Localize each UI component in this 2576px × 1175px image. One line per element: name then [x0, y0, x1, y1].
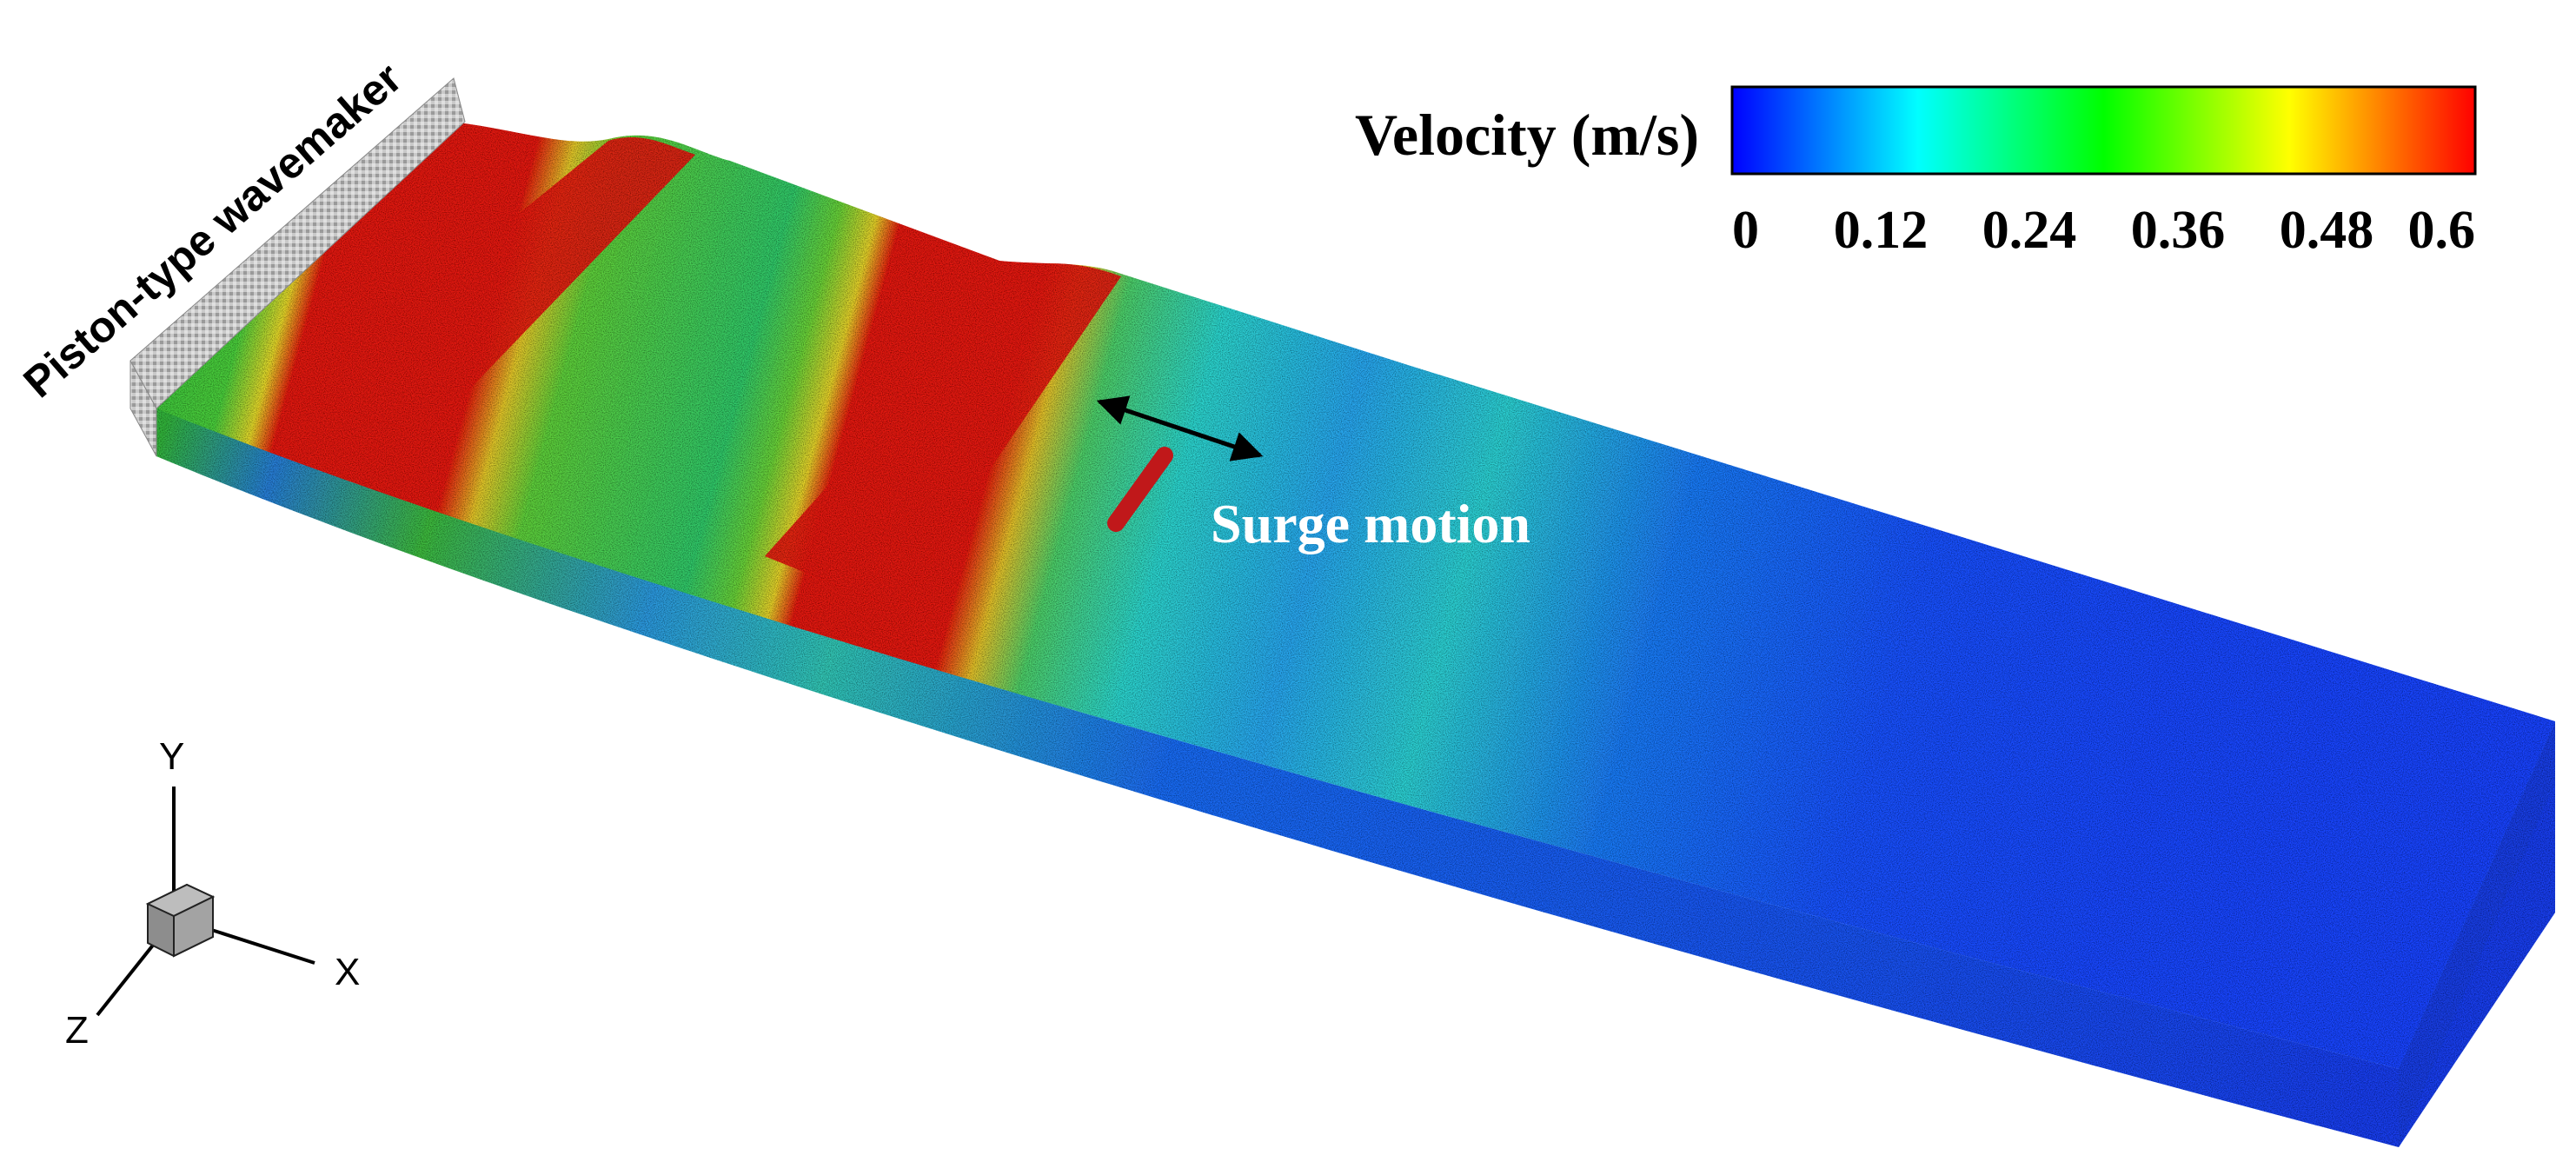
tank-front-side: [156, 408, 2399, 1147]
wave-crest-1: [295, 137, 695, 435]
wave-tank: [156, 122, 2555, 1147]
colorbar-title: Velocity (m/s): [1355, 102, 1699, 168]
surge-motion-label: Surge motion: [1211, 493, 1530, 554]
floating-body: [1107, 447, 1173, 532]
tank-end-face: [2399, 721, 2555, 1147]
free-surface: [156, 122, 2555, 1069]
colorbar-tick-label: 0.48: [2280, 201, 2374, 260]
axis-label-x: X: [335, 951, 360, 993]
colorbar-ticks: 0 0.12 0.24 0.36 0.48 0.6: [1732, 201, 2475, 260]
colorbar-gradient: [1730, 85, 2477, 176]
colorbar-tick-label: 0.24: [1982, 201, 2077, 260]
colorbar-tick-label: 0: [1732, 201, 1759, 260]
colorbar-tick-label: 0.12: [1834, 201, 1929, 260]
axis-label-z: Z: [65, 1009, 89, 1052]
colorbar-tick-label: 0.6: [2408, 201, 2476, 260]
axes-triad: Y X Z: [65, 735, 360, 1052]
colorbar-tick-label: 0.36: [2131, 201, 2226, 260]
wave-crest-2: [765, 263, 1121, 608]
piston-wavemaker: [129, 77, 466, 457]
surge-motion-arrow: [1096, 395, 1264, 461]
colorbar: Velocity (m/s) 0 0.12 0.24 0.36 0.48 0.6: [1355, 85, 2477, 260]
axis-label-y: Y: [159, 735, 184, 778]
